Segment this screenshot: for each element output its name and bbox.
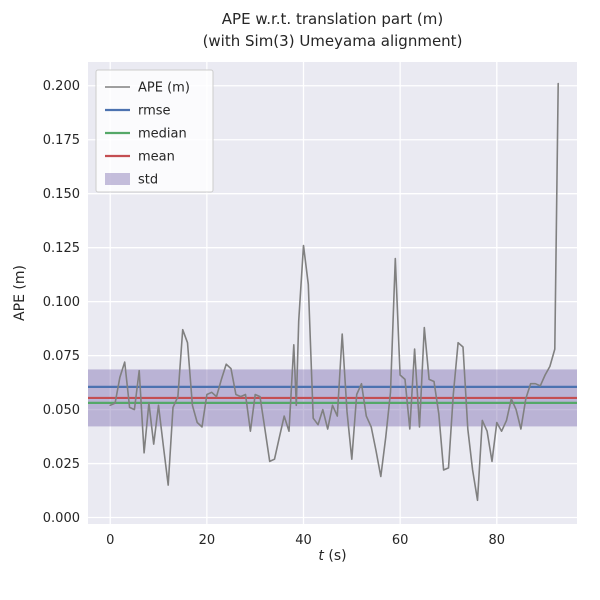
y-tick-label: 0.025	[43, 457, 80, 472]
chart-title-line2: (with Sim(3) Umeyama alignment)	[202, 31, 463, 50]
legend-swatch-std	[105, 173, 130, 185]
legend-label: mean	[138, 150, 175, 165]
y-tick-label: 0.050	[43, 403, 80, 418]
legend-box	[95, 69, 214, 193]
chart-title: APE w.r.t. translation part (m) (with Si…	[88, 9, 577, 53]
legend-label: std	[138, 173, 158, 188]
ape-line	[109, 82, 560, 502]
x-tick-label: 0	[106, 533, 114, 548]
legend-label: APE (m)	[138, 81, 190, 96]
legend-label: rmse	[138, 104, 171, 119]
x-tick-label: 20	[199, 533, 216, 548]
x-axis-label-unit: (s)	[328, 548, 347, 564]
legend-label: median	[138, 127, 187, 142]
x-tick-label: 60	[392, 533, 409, 548]
y-tick-label: 0.175	[43, 133, 80, 148]
x-axis-label-var: t	[318, 548, 324, 564]
x-axis-label: t (s)	[88, 548, 577, 564]
y-tick-label: 0.150	[43, 187, 80, 202]
chart-title-line1: APE w.r.t. translation part (m)	[221, 10, 444, 28]
y-tick-label: 0.200	[43, 79, 80, 94]
y-tick-label: 0.000	[43, 511, 80, 526]
x-tick-label: 40	[295, 533, 312, 548]
y-tick-label: 0.100	[43, 295, 80, 310]
y-tick-label: 0.125	[43, 241, 80, 256]
x-tick-label: 80	[489, 533, 506, 548]
y-tick-label: 0.075	[43, 349, 80, 364]
